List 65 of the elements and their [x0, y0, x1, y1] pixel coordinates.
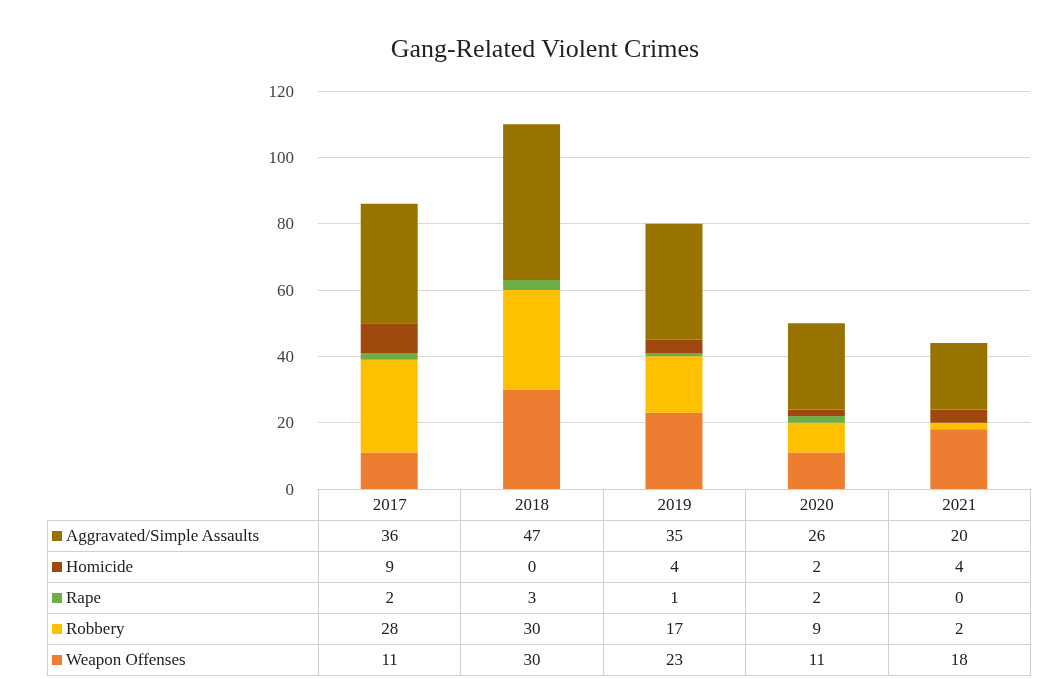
data-label: 0: [888, 582, 1031, 614]
data-label: 2: [745, 551, 889, 583]
bar: [645, 356, 703, 413]
data-label: 4: [603, 551, 746, 583]
bar: [645, 223, 703, 340]
bar: [360, 323, 418, 354]
bar: [645, 412, 703, 489]
data-label: 28: [318, 613, 461, 645]
bar: [787, 409, 845, 417]
data-label: 11: [318, 644, 461, 676]
data-label: 20: [888, 520, 1031, 552]
data-label: 2: [745, 582, 889, 614]
legend-label: Aggravated/Simple Assaults: [47, 520, 319, 552]
bar: [503, 389, 561, 489]
bar: [787, 416, 845, 423]
bar: [930, 422, 988, 430]
y-tick-label: 0: [285, 479, 294, 499]
chart-title: Gang-Related Violent Crimes: [390, 33, 700, 63]
data-label: 11: [745, 644, 889, 676]
y-tick-label: 40: [277, 346, 294, 366]
data-label: 26: [745, 520, 889, 552]
y-tick-label: 100: [268, 147, 294, 167]
bar: [930, 343, 988, 410]
data-label: 47: [460, 520, 604, 552]
data-label: 9: [745, 613, 889, 645]
data-label: 36: [318, 520, 461, 552]
legend-label: Rape: [47, 582, 319, 614]
data-label: 2: [318, 582, 461, 614]
y-tick-label: 120: [268, 81, 294, 101]
data-label: 30: [460, 613, 604, 645]
bar: [360, 359, 418, 453]
bar: [360, 452, 418, 489]
bar: [503, 290, 561, 390]
data-label: 35: [603, 520, 746, 552]
data-label: 23: [603, 644, 746, 676]
data-label: 9: [318, 551, 461, 583]
data-label: 17: [603, 613, 746, 645]
x-tick-label: 2021: [888, 489, 1031, 521]
data-label: 1: [603, 582, 746, 614]
bar: [787, 323, 845, 410]
y-tick-label: 80: [277, 214, 294, 234]
bar: [503, 124, 561, 281]
data-label: 0: [460, 551, 604, 583]
data-label: 18: [888, 644, 1031, 676]
bar: [787, 422, 845, 453]
x-tick-label: 2018: [460, 489, 604, 521]
legend-label: Weapon Offenses: [47, 644, 319, 676]
x-tick-label: 2017: [318, 489, 461, 521]
legend-label: Homicide: [47, 551, 319, 583]
bar: [787, 452, 845, 489]
data-label: 2: [888, 613, 1031, 645]
legend-label: Robbery: [47, 613, 319, 645]
x-tick-label: 2019: [603, 489, 746, 521]
y-tick-label: 20: [277, 413, 294, 433]
data-label: 30: [460, 644, 604, 676]
y-tick-label: 60: [277, 280, 294, 300]
bar: [930, 409, 988, 423]
bar: [645, 339, 703, 354]
bar: [930, 429, 988, 489]
data-label: 3: [460, 582, 604, 614]
x-tick-label: 2020: [745, 489, 889, 521]
bar: [503, 280, 561, 290]
data-label: 4: [888, 551, 1031, 583]
bar: [360, 353, 418, 360]
bar: [360, 203, 418, 324]
